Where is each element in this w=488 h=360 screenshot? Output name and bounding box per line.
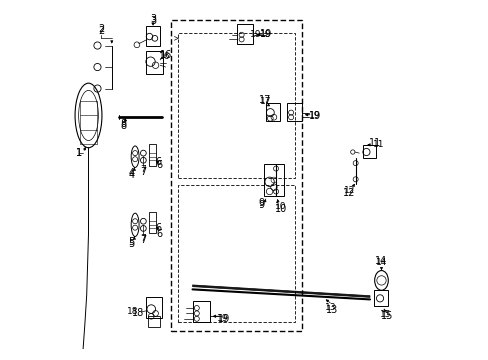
Text: 14: 14 (375, 256, 387, 266)
Bar (171, 21, 301, 330)
Text: 19: 19 (260, 30, 271, 39)
Bar (192, 301, 209, 322)
Text: 1: 1 (76, 148, 81, 158)
Text: 5: 5 (128, 237, 134, 247)
Text: 14: 14 (375, 258, 386, 267)
Text: 19: 19 (308, 111, 320, 120)
Text: 4: 4 (128, 168, 134, 178)
Text: 6: 6 (156, 160, 162, 170)
Bar (286, 103, 301, 121)
Text: 12: 12 (343, 188, 355, 198)
Text: 18: 18 (127, 307, 139, 316)
Text: 12: 12 (343, 185, 355, 194)
Text: 13: 13 (324, 303, 336, 312)
Bar (264, 164, 284, 196)
Bar (265, 103, 280, 121)
Text: 11: 11 (368, 138, 381, 148)
Text: 2: 2 (98, 26, 104, 36)
Text: 9: 9 (257, 200, 264, 210)
Text: 3: 3 (150, 14, 156, 24)
Text: 7: 7 (140, 165, 146, 174)
Text: 13: 13 (325, 305, 338, 315)
Bar (145, 26, 160, 45)
Text: 8: 8 (121, 121, 126, 131)
Bar (145, 51, 163, 74)
Text: 17: 17 (259, 95, 271, 105)
Circle shape (132, 157, 137, 162)
Text: 5: 5 (128, 239, 134, 249)
Text: 10: 10 (274, 204, 286, 214)
Text: 18: 18 (132, 309, 144, 318)
Bar (362, 145, 376, 158)
Text: 4: 4 (128, 170, 134, 180)
Text: 6: 6 (155, 224, 161, 233)
Text: 3: 3 (150, 17, 156, 27)
Text: 17: 17 (260, 96, 271, 105)
Text: 15: 15 (380, 310, 391, 319)
Bar (147, 316, 160, 327)
Text: 19: 19 (249, 30, 261, 39)
Text: 19: 19 (259, 29, 272, 39)
Bar (148, 144, 156, 166)
Text: 2: 2 (98, 24, 104, 35)
Text: 8: 8 (121, 120, 126, 129)
Text: 6: 6 (155, 157, 161, 167)
Text: 19: 19 (217, 314, 228, 323)
Text: 15: 15 (380, 311, 393, 321)
Text: 7: 7 (140, 235, 146, 245)
Text: 1: 1 (76, 148, 81, 158)
Text: 6: 6 (156, 229, 162, 239)
Bar (237, 24, 253, 44)
Text: 7: 7 (140, 234, 146, 243)
Text: 9: 9 (258, 198, 264, 208)
Circle shape (132, 225, 137, 230)
Text: 19: 19 (218, 314, 230, 324)
Text: 7: 7 (140, 167, 146, 177)
Bar (373, 290, 387, 306)
Text: 10: 10 (274, 202, 285, 211)
Text: 11: 11 (372, 140, 384, 149)
Text: 16: 16 (160, 50, 172, 60)
Circle shape (132, 219, 137, 224)
Bar (178, 185, 294, 321)
Text: 16: 16 (159, 52, 170, 61)
Bar (145, 297, 162, 318)
Bar (148, 212, 156, 233)
Bar (178, 33, 294, 178)
Circle shape (132, 150, 137, 156)
Text: 19: 19 (309, 111, 321, 121)
